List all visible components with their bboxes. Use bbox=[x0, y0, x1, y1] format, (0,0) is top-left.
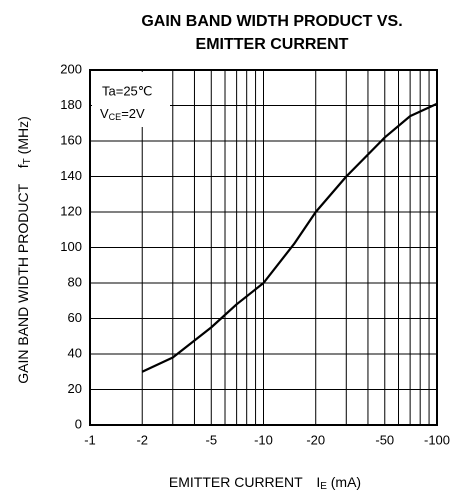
y-tick-label: 160 bbox=[60, 132, 82, 147]
x-axis-label: EMITTER CURRENT IE (mA) bbox=[169, 474, 361, 493]
annotation: Ta=25℃ bbox=[102, 83, 152, 98]
x-tick-label: -100 bbox=[424, 432, 450, 447]
y-tick-label: 180 bbox=[60, 97, 82, 112]
data-line bbox=[141, 102, 438, 373]
x-tick-label: -50 bbox=[375, 432, 394, 447]
y-tick-label: 140 bbox=[60, 168, 82, 183]
y-tick-label: 40 bbox=[68, 345, 82, 360]
x-tick-label: -1 bbox=[84, 432, 96, 447]
y-tick-label: 60 bbox=[68, 310, 82, 325]
annotation-box bbox=[92, 72, 170, 127]
label-symbol: I bbox=[316, 474, 320, 490]
annotation-symbol: V bbox=[100, 106, 109, 121]
annotation: VCE=2V bbox=[100, 106, 145, 122]
y-tick-label: 200 bbox=[60, 61, 82, 76]
plot-frame bbox=[89, 69, 438, 426]
y-tick-label: 120 bbox=[60, 203, 82, 218]
label-sub: T bbox=[22, 158, 33, 164]
label-text: EMITTER CURRENT bbox=[169, 474, 303, 490]
y-tick-label: 0 bbox=[75, 416, 82, 431]
label-symbol: f bbox=[15, 164, 31, 168]
annotation-sub: CE bbox=[109, 112, 122, 122]
chart-title: EMITTER CURRENT bbox=[196, 36, 349, 53]
y-tick-label: 20 bbox=[68, 381, 82, 396]
x-tick-label: -2 bbox=[136, 432, 148, 447]
label-sub: E bbox=[320, 481, 327, 492]
x-tick-label: -5 bbox=[205, 432, 217, 447]
label-unit: (mA) bbox=[331, 474, 361, 490]
annotation-rest: =2V bbox=[121, 106, 145, 121]
chart-title: GAIN BAND WIDTH PRODUCT VS. bbox=[141, 13, 402, 30]
y-tick-label: 80 bbox=[68, 274, 82, 289]
label-unit: (MHz) bbox=[15, 116, 31, 154]
y-axis-label: GAIN BAND WIDTH PRODUCT fT (MHz) bbox=[15, 116, 34, 384]
x-tick-label: -20 bbox=[306, 432, 325, 447]
y-tick-label: 100 bbox=[60, 239, 82, 254]
label-text: GAIN BAND WIDTH PRODUCT bbox=[15, 183, 31, 383]
x-tick-label: -10 bbox=[254, 432, 273, 447]
